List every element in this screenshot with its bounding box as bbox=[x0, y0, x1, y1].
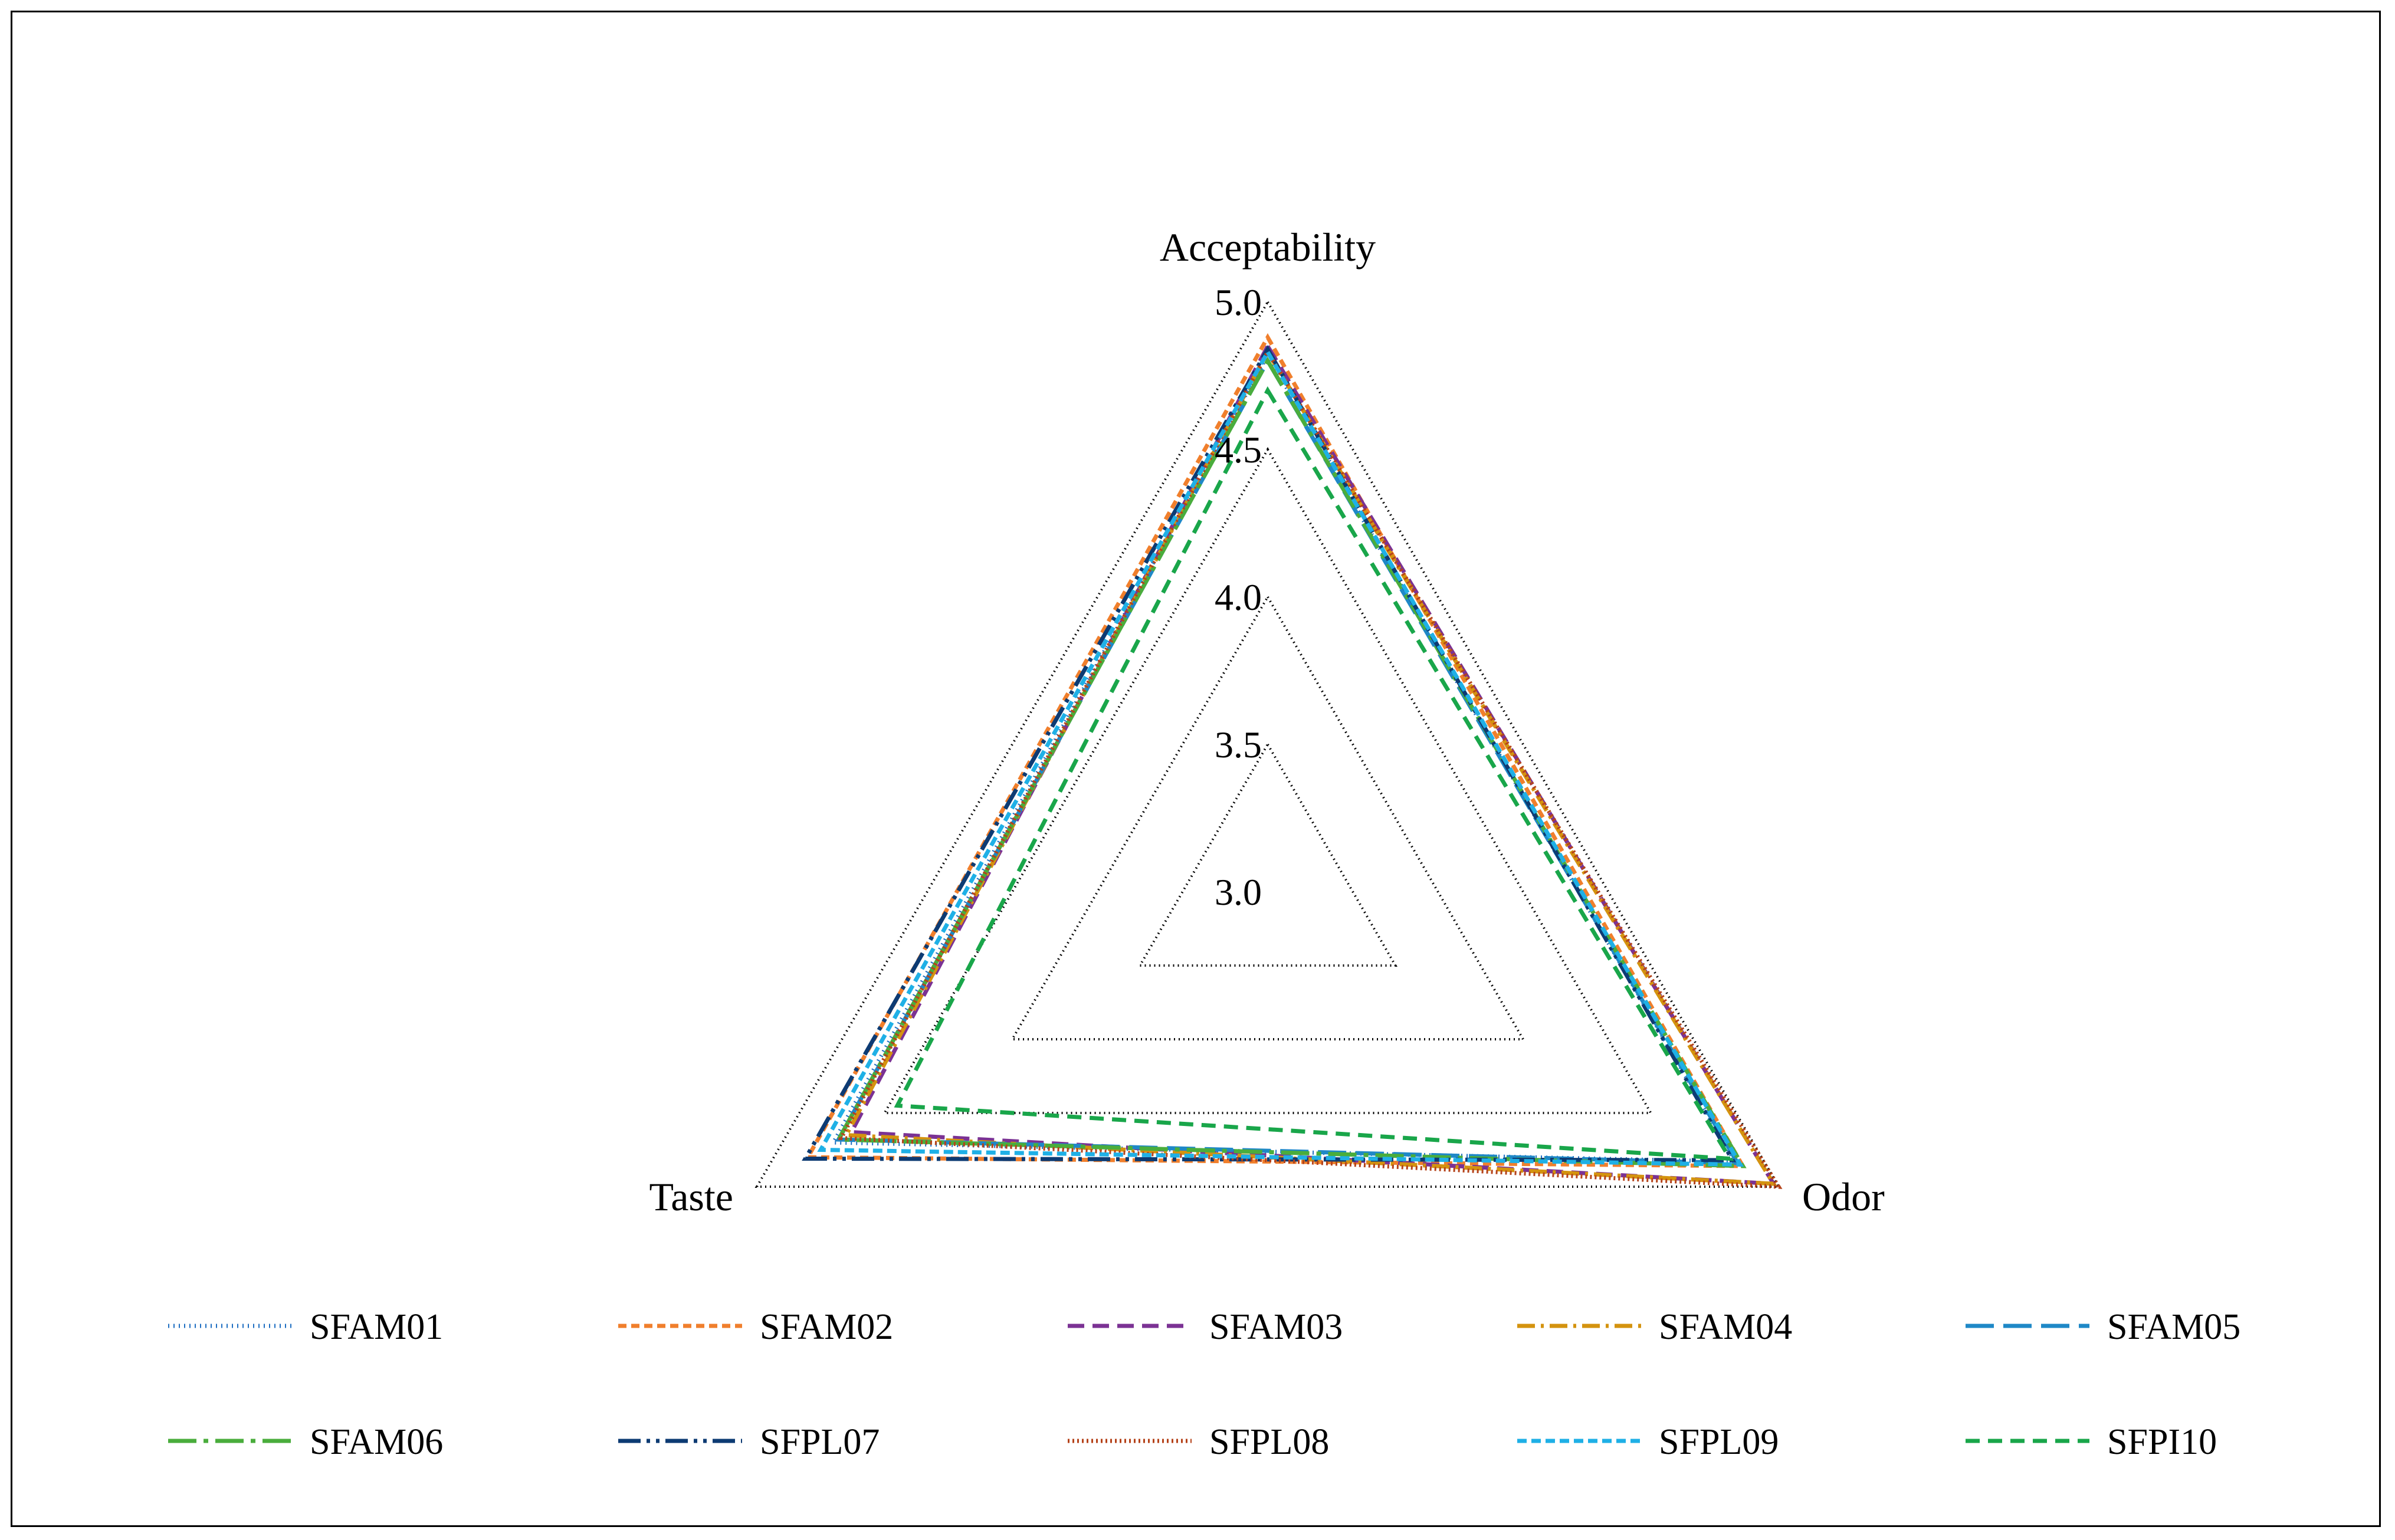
legend-label: SFAM03 bbox=[1209, 1307, 1343, 1347]
grid-ring-3.5 bbox=[1138, 741, 1397, 967]
series-sfpl09 bbox=[817, 347, 1744, 1167]
axis-label-odor: Odor bbox=[1802, 1174, 1885, 1219]
legend-label: SFPL09 bbox=[1659, 1422, 1779, 1462]
grid-ring-4.0 bbox=[1010, 594, 1525, 1040]
tick-label: 3.5 bbox=[1215, 724, 1262, 766]
legend-label: SFPL07 bbox=[760, 1422, 880, 1462]
legend-label: SFAM01 bbox=[310, 1307, 443, 1347]
legend-item-sfpl07: SFPL07 bbox=[618, 1422, 880, 1462]
legend-label: SFPI10 bbox=[2107, 1422, 2217, 1462]
legend-label: SFAM05 bbox=[2107, 1307, 2240, 1347]
series-layer bbox=[802, 333, 1783, 1189]
series-sfam05 bbox=[835, 356, 1741, 1165]
tick-label: 4.5 bbox=[1215, 429, 1262, 471]
tick-label: 5.0 bbox=[1215, 281, 1262, 323]
legend-item-sfam06: SFAM06 bbox=[168, 1422, 443, 1462]
legend-item-sfpi10: SFPI10 bbox=[1966, 1422, 2217, 1462]
grid-ring-4.5 bbox=[882, 446, 1653, 1114]
series-sfpl08 bbox=[838, 347, 1783, 1189]
series-sfam01 bbox=[830, 350, 1739, 1164]
legend-label: SFAM06 bbox=[310, 1422, 443, 1462]
legend-item-sfam05: SFAM05 bbox=[1966, 1307, 2240, 1347]
legend-item-sfam01: SFAM01 bbox=[168, 1307, 443, 1347]
legend-item-sfam03: SFAM03 bbox=[1068, 1307, 1343, 1347]
series-sfam04 bbox=[842, 347, 1777, 1186]
legend-label: SFAM02 bbox=[760, 1307, 893, 1347]
legend-item-sfpl09: SFPL09 bbox=[1517, 1422, 1779, 1462]
chart-frame bbox=[11, 11, 2381, 1527]
legend: SFAM01 SFAM02 SFAM03 SFAM04 SFAM05 SFAM06 SFPL… bbox=[168, 1307, 2240, 1462]
legend-item-sfpl08: SFPL08 bbox=[1068, 1422, 1329, 1462]
label-layer: 3.0 3.5 4.0 4.5 5.0 Acceptability Odor Taste bbox=[649, 225, 1885, 1219]
series-sfam06 bbox=[835, 356, 1747, 1168]
legend-label: SFPL08 bbox=[1209, 1422, 1329, 1462]
tick-label: 3.0 bbox=[1215, 871, 1262, 913]
axis-label-taste: Taste bbox=[649, 1174, 733, 1219]
legend-label: SFAM04 bbox=[1659, 1307, 1792, 1347]
axis-label-acceptability: Acceptability bbox=[1160, 225, 1376, 270]
legend-item-sfam02: SFAM02 bbox=[618, 1307, 893, 1347]
series-sfpi10 bbox=[894, 386, 1734, 1161]
series-sfpl07 bbox=[802, 344, 1737, 1163]
tick-label: 4.0 bbox=[1215, 576, 1262, 618]
grid-layer bbox=[754, 299, 1781, 1188]
legend-item-sfam04: SFAM04 bbox=[1517, 1307, 1792, 1347]
series-sfam03 bbox=[848, 342, 1777, 1186]
